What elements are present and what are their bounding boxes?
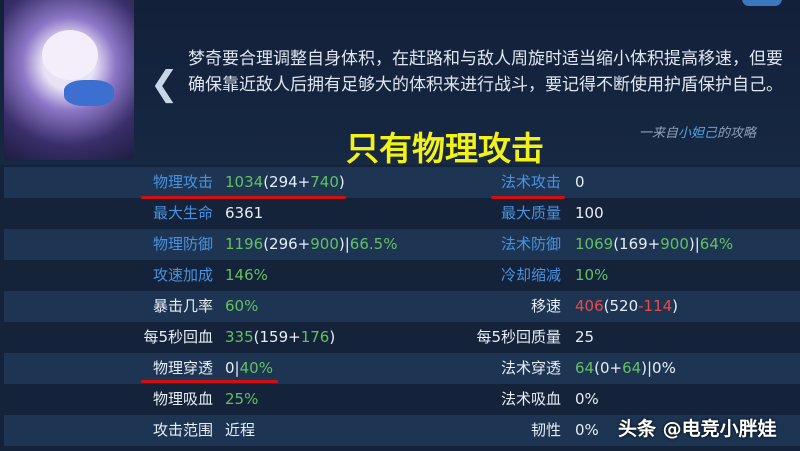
top-button[interactable]: [742, 0, 782, 6]
credit-author[interactable]: 小妲己: [677, 126, 717, 141]
stat-label: 法术攻击: [500, 173, 561, 191]
stat-label: 法术穿透: [500, 359, 561, 377]
stat-value-part: 740: [310, 173, 339, 191]
stat-label: 最大质量: [500, 204, 561, 222]
stat-value: 10%: [575, 260, 608, 291]
watermark: 头条 @电竞小胖娃: [618, 418, 777, 440]
stat-value: 1196(296+900)|66.5%: [225, 229, 397, 260]
stat-label: 暴击几率: [152, 297, 213, 315]
stat-value: 60%: [225, 291, 258, 322]
chevron-left-icon[interactable]: ❮: [150, 64, 179, 104]
tip-credit: 一来自小妲己的攻略: [638, 126, 756, 141]
stat-value-part: 335: [225, 328, 254, 346]
stat-label: 物理防御: [152, 235, 213, 253]
stat-value-part: 0%: [575, 390, 599, 408]
stat-value-part: 近程: [225, 421, 256, 439]
stat-label: 攻速加成: [152, 266, 213, 284]
stat-value-part: 406: [575, 297, 604, 315]
stat-label: 冷却缩减: [500, 266, 561, 284]
red-underline: [491, 196, 565, 199]
stat-value: 64(0+64)|0%: [575, 353, 676, 384]
stat-value-part: 66.5%: [349, 235, 398, 253]
stat-value-part: 146%: [225, 266, 268, 284]
stat-value-part: 0%: [575, 421, 599, 439]
stat-value-part: 64%: [699, 235, 734, 253]
stat-value-part: (169+: [613, 235, 661, 253]
stat-value: 146%: [225, 260, 268, 291]
stat-value-part: (520: [603, 297, 639, 315]
stat-value: 0: [575, 167, 585, 198]
stat-label: 物理吸血: [152, 390, 213, 408]
stat-row: 暴击几率 60% 移速 406(520-114): [4, 291, 800, 322]
stat-value: 0|40%: [225, 353, 273, 384]
stat-label: 法术吸血: [500, 390, 561, 408]
stat-value: 近程: [225, 415, 255, 446]
stat-value-part: )|: [338, 235, 350, 253]
stat-value-part: (296+: [263, 235, 311, 253]
stat-value-part: 900: [660, 235, 689, 253]
stat-value-part: 1196: [225, 235, 264, 253]
stat-label: 攻击范围: [152, 421, 213, 439]
stat-label: 移速: [530, 297, 561, 315]
stat-value-part: 64: [575, 359, 595, 377]
stat-value-part: 176: [300, 328, 330, 346]
annotation-text: 只有物理攻击: [346, 129, 544, 168]
stat-row: 每5秒回血 335(159+176) 每5秒回质量 25: [4, 322, 800, 353]
stat-row: 物理穿透 0|40% 法术穿透 64(0+64)|0%: [4, 353, 800, 384]
stat-row: 攻击范围 近程 韧性 0%: [4, 415, 800, 446]
stat-label: 物理攻击: [152, 173, 213, 191]
hero-tip-text: 梦奇要合理调整自身体积，在赶路和与敌人周旋时适当缩小体积提高移速，但要确保靠近敌…: [188, 49, 783, 95]
stat-value: 6361: [225, 198, 263, 229]
stat-label: 物理穿透: [152, 359, 213, 377]
stat-value-part: 6361: [225, 204, 264, 222]
stat-label: 韧性: [530, 421, 561, 439]
stat-label: 最大生命: [152, 204, 213, 222]
stat-value: 25: [575, 322, 594, 353]
stat-value-part: -114: [638, 297, 673, 315]
stat-value-part: 0: [575, 173, 585, 191]
stat-value-part: 1034: [225, 173, 264, 191]
stat-value-part: 1069: [575, 235, 614, 253]
stat-row: 物理防御 1196(296+900)|66.5% 法术防御 1069(169+900)…: [4, 229, 800, 260]
stat-value-part: (294+: [263, 173, 311, 191]
stat-row: 物理攻击 1034(294+740) 法术攻击 0: [4, 167, 800, 198]
stat-value-part: ): [329, 328, 336, 346]
stat-value-part: )|: [688, 235, 700, 253]
stat-value-part: (0+: [594, 359, 623, 377]
stat-row: 物理吸血 25% 法术吸血 0%: [4, 384, 800, 415]
stat-value-part: 0|: [225, 359, 240, 377]
stat-value-part: ): [338, 173, 345, 191]
red-underline: [141, 196, 346, 199]
stat-value-part: 100: [575, 204, 604, 222]
stat-row: 攻速加成 146% 冷却缩减 10%: [4, 260, 800, 291]
red-underline: [141, 380, 278, 383]
hero-tip-panel: ❮ 梦奇要合理调整自身体积，在赶路和与敌人周旋时适当缩小体积提高移速，但要确保靠…: [0, 0, 800, 168]
stat-value: 1034(294+740): [225, 167, 345, 198]
stat-label: 每5秒回血: [143, 328, 213, 346]
stat-value: 1069(169+900)|64%: [575, 229, 733, 260]
stat-value-part: 25: [575, 328, 595, 346]
stat-value-part: 900: [310, 235, 339, 253]
stat-value: 100: [575, 198, 604, 229]
stat-value-part: )|0%: [641, 359, 676, 377]
stat-label: 法术防御: [500, 235, 561, 253]
hero-portrait: [4, 0, 134, 160]
stat-row: 最大生命 6361 最大质量 100: [4, 198, 800, 229]
stat-value: 0%: [575, 415, 599, 446]
stat-value-part: 64: [622, 359, 642, 377]
stat-value: 335(159+176): [225, 322, 335, 353]
stat-value: 0%: [575, 384, 599, 415]
stat-value-part: ): [672, 297, 679, 315]
stat-value-part: 60%: [225, 297, 259, 315]
stat-value: 406(520-114): [575, 291, 678, 322]
stat-label: 每5秒回质量: [476, 328, 561, 346]
stat-value-part: (159+: [253, 328, 301, 346]
stat-value-part: 40%: [239, 359, 273, 377]
stat-value: 25%: [225, 384, 258, 415]
stat-value-part: 10%: [575, 266, 609, 284]
stat-value-part: 25%: [225, 390, 259, 408]
